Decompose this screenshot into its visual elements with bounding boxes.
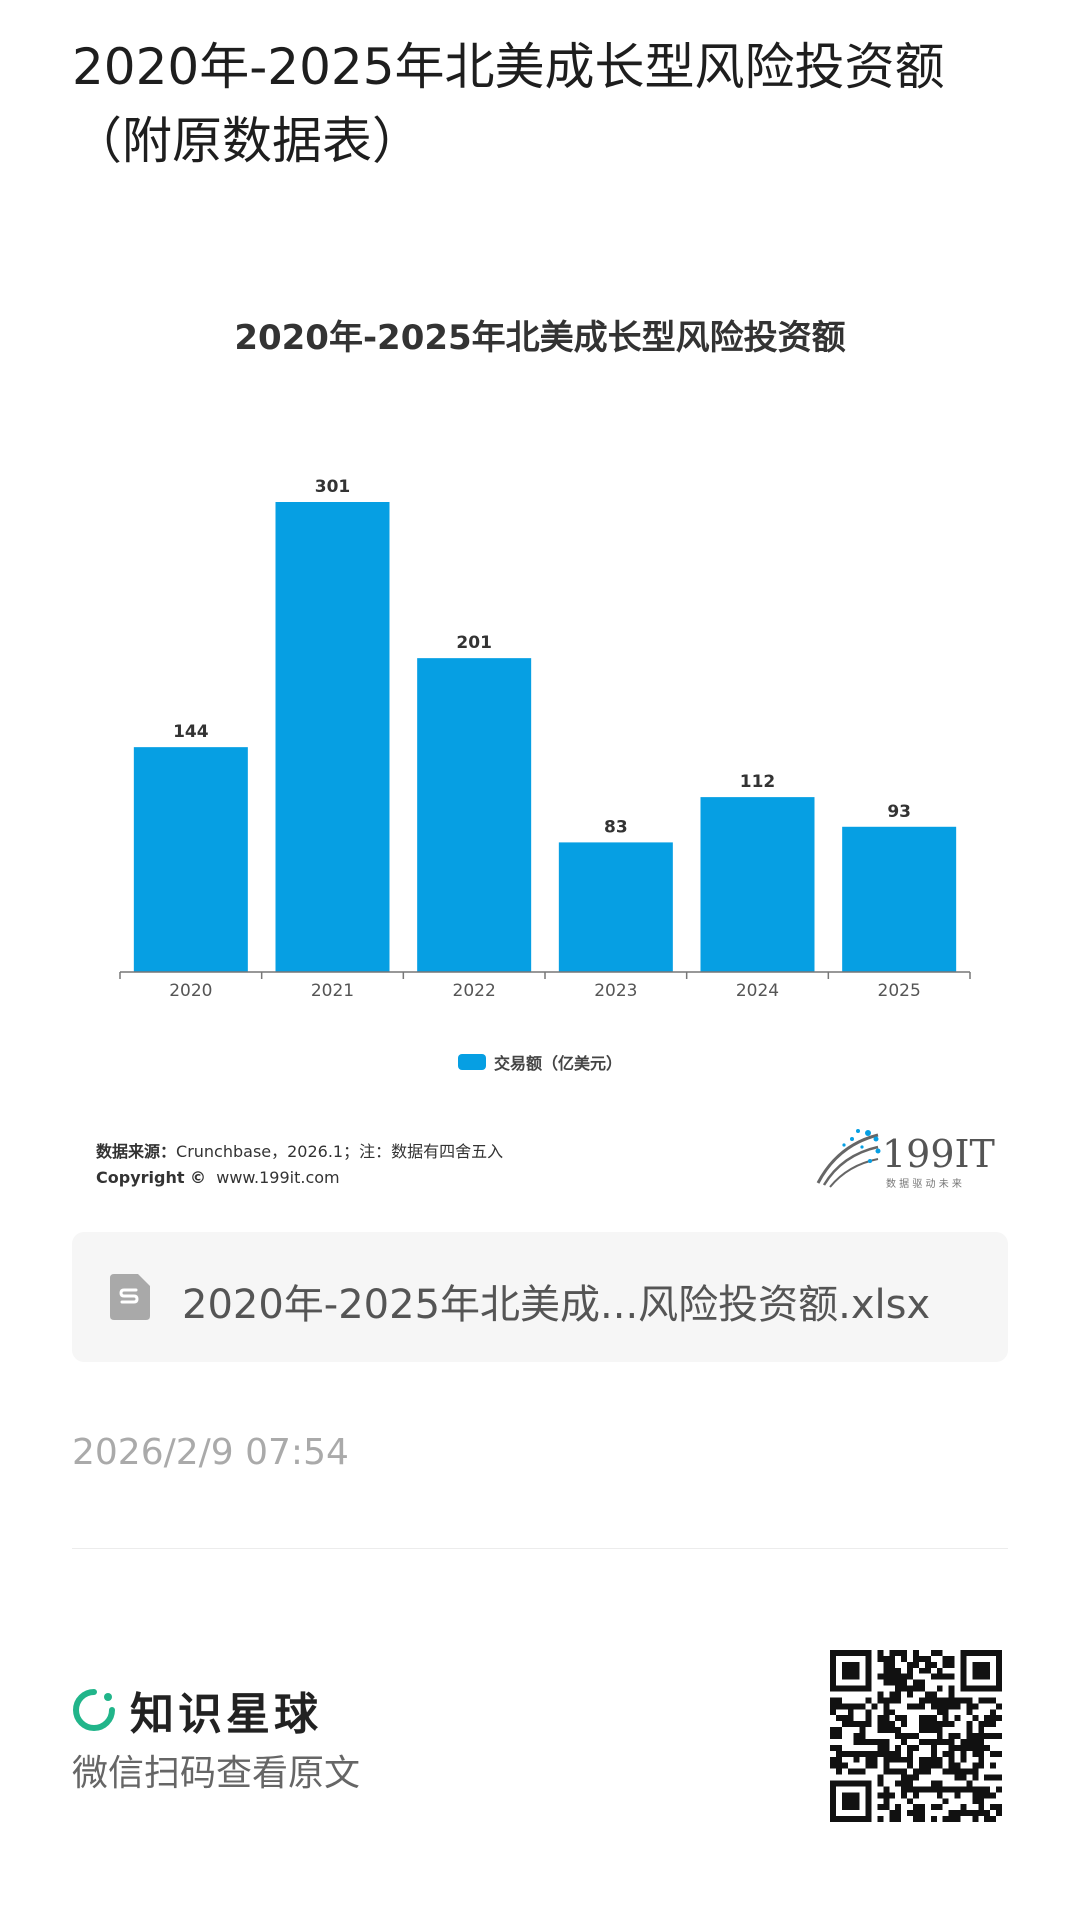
x-tick-label-2022: 2022 xyxy=(453,981,496,1001)
copyright-label: Copyright © xyxy=(96,1168,207,1187)
data-source: 数据来源：Crunchbase，2026.1；注：数据有四舍五入 xyxy=(96,1138,503,1162)
data-label-2020: 144 xyxy=(173,722,209,742)
data-source-label: 数据来源： xyxy=(96,1142,177,1161)
attachment-file-name: 2020年-2025年北美成...风险投资额.xlsx xyxy=(182,1282,931,1328)
x-tick-label-2025: 2025 xyxy=(878,981,921,1001)
bar-chart: 144 2020 301 2021 201 2022 83 2023 112 2024 93 2025 xyxy=(119,477,971,1001)
bar-2020 xyxy=(133,747,248,972)
logo-tagline: 数 据 驱 动 未 来 xyxy=(886,1177,962,1190)
brand-name: 知识星球 xyxy=(130,1689,322,1740)
divider xyxy=(72,1548,1008,1549)
bar-2023 xyxy=(558,842,673,972)
x-tick-label-2021: 2021 xyxy=(311,981,354,1001)
spreadsheet-file-icon xyxy=(110,1274,150,1320)
legend-label: 交易额（亿美元） xyxy=(493,1054,622,1073)
footer-brand: 知识星球 xyxy=(72,1678,322,1742)
logo-text: 199IT xyxy=(882,1132,995,1176)
copyright-url: www.199it.com xyxy=(216,1168,340,1187)
bar-2021 xyxy=(275,502,390,972)
chart-legend: 交易额（亿美元） xyxy=(0,1050,1080,1074)
post-timestamp: 2026/2/9 07:54 xyxy=(72,1432,349,1473)
x-tick-label-2023: 2023 xyxy=(594,981,637,1001)
bar-2022 xyxy=(417,658,532,972)
qr-code-icon[interactable] xyxy=(830,1650,1002,1822)
dots-fan-icon xyxy=(816,1129,881,1188)
data-label-2021: 301 xyxy=(315,477,351,497)
planet-ring-icon xyxy=(73,1689,115,1731)
data-label-2022: 201 xyxy=(456,633,492,653)
scan-hint: 微信扫码查看原文 xyxy=(72,1753,361,1794)
bar-2024 xyxy=(700,797,815,972)
data-label-2025: 93 xyxy=(887,802,911,822)
page-title: 2020年-2025年北美成长型风险投资额（附原数据表） xyxy=(72,38,945,170)
bar-2025 xyxy=(842,826,957,972)
attachment-card[interactable]: 2020年-2025年北美成...风险投资额.xlsx xyxy=(72,1232,1008,1362)
data-source-text: Crunchbase，2026.1；注：数据有四舍五入 xyxy=(176,1142,504,1161)
legend-swatch xyxy=(457,1054,486,1070)
x-tick-label-2024: 2024 xyxy=(736,981,779,1001)
chart-title: 2020年-2025年北美成长型风险投资额 xyxy=(234,318,846,358)
data-label-2024: 112 xyxy=(740,772,776,792)
data-label-2023: 83 xyxy=(604,817,628,837)
x-tick-label-2020: 2020 xyxy=(169,981,212,1001)
199it-logo: 199IT 数 据 驱 动 未 来 xyxy=(816,1129,995,1190)
copyright: Copyright © www.199it.com xyxy=(96,1168,340,1187)
